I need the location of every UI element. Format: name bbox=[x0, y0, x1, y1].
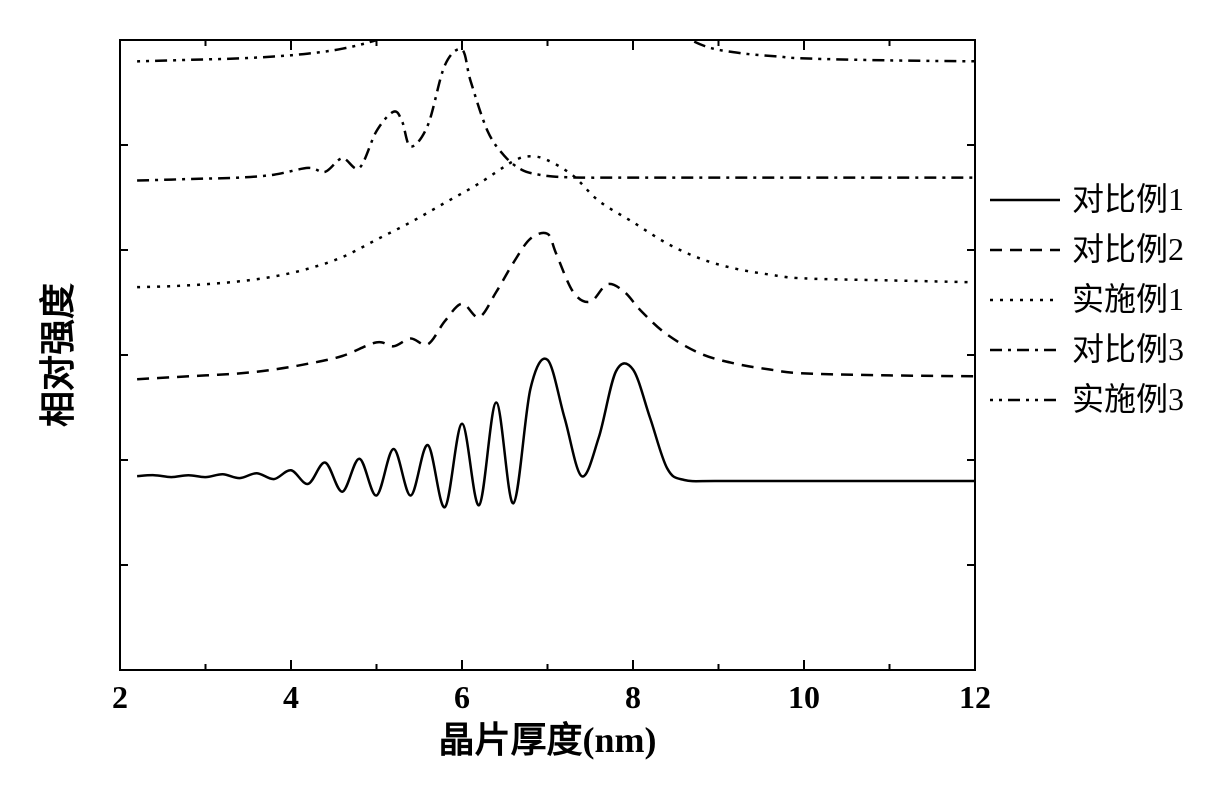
plot-frame bbox=[120, 40, 975, 670]
chart-container: 2 4 6 8 10 12 晶片厚度(nm) 相对强度 对比例1 对比例2 实施例1 对比例3 实施例3 bbox=[20, 20, 1205, 777]
series-0 bbox=[137, 359, 975, 508]
legend-label-3: 对比例3 bbox=[1072, 331, 1184, 367]
y-axis-label: 相对强度 bbox=[38, 283, 78, 427]
x-tick-label: 6 bbox=[454, 679, 470, 715]
x-axis-label: 晶片厚度(nm) bbox=[439, 720, 657, 760]
legend-label-0: 对比例1 bbox=[1072, 181, 1184, 217]
x-tick-label: 10 bbox=[788, 679, 820, 715]
legend-label-2: 实施例1 bbox=[1072, 281, 1184, 317]
x-tick-label: 8 bbox=[625, 679, 641, 715]
series-3 bbox=[137, 49, 975, 180]
plot-area bbox=[137, 20, 975, 507]
line-chart: 2 4 6 8 10 12 晶片厚度(nm) 相对强度 对比例1 对比例2 实施例1 对比例3 实施例3 bbox=[20, 20, 1205, 777]
x-tick-label: 2 bbox=[112, 679, 128, 715]
legend-label-4: 实施例3 bbox=[1072, 381, 1184, 417]
x-tick-label: 12 bbox=[959, 679, 991, 715]
legend-label-1: 对比例2 bbox=[1072, 231, 1184, 267]
x-tick-label: 4 bbox=[283, 679, 299, 715]
series-1 bbox=[137, 233, 975, 379]
